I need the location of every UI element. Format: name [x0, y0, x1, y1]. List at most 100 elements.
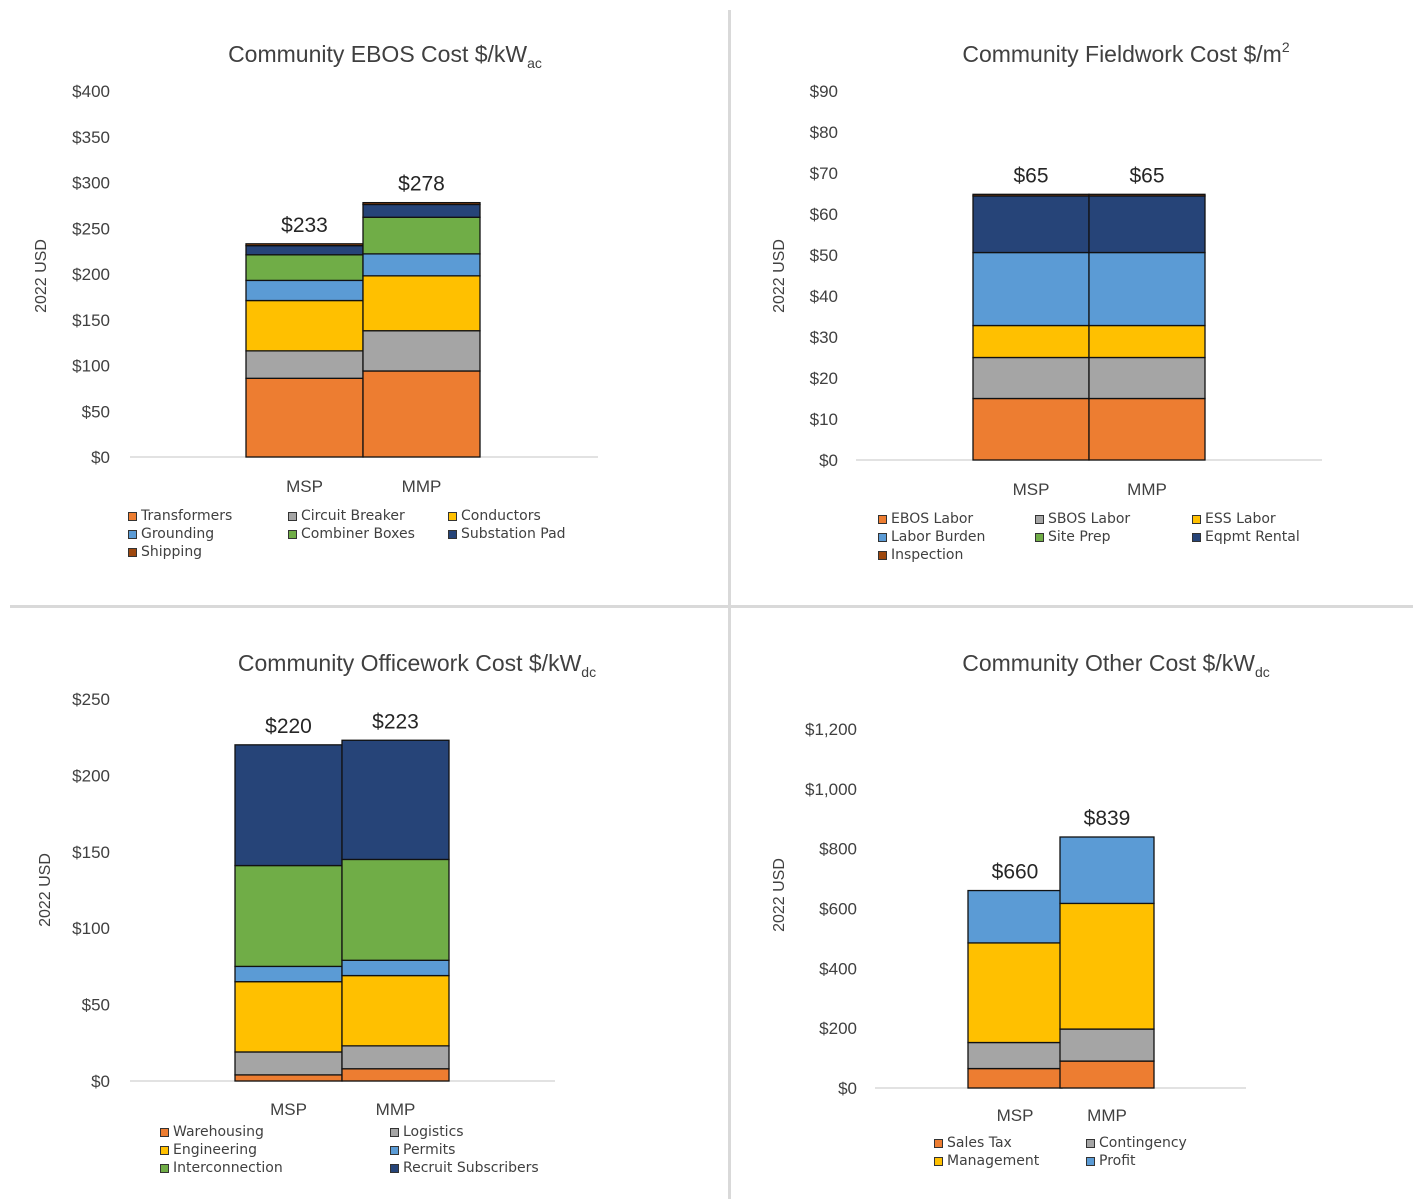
y-tick-label: $150 — [72, 311, 110, 330]
chart-legend: Warehousing Logistics Engineering Permits In… — [160, 1124, 620, 1176]
legend-item: Warehousing — [160, 1124, 390, 1140]
bar-total-label: $233 — [281, 214, 328, 237]
legend-label: Shipping — [141, 544, 203, 560]
chart-legend: Transformers Circuit Breaker Conductors Gro… — [128, 508, 608, 560]
legend-swatch — [878, 532, 887, 542]
y-tick-label: $250 — [72, 219, 110, 238]
legend-label: Site Prep — [1048, 529, 1111, 545]
legend-label: Inspection — [891, 547, 964, 563]
y-tick-label: $200 — [72, 265, 110, 284]
x-category-label: MMP — [376, 1100, 416, 1119]
legend-item: Management — [934, 1153, 1086, 1169]
y-tick-label: $350 — [72, 128, 110, 147]
legend-label: Profit — [1099, 1153, 1136, 1169]
y-tick-label: $150 — [72, 843, 110, 862]
legend-swatch — [128, 511, 137, 521]
legend-item: Circuit Breaker — [288, 508, 448, 524]
y-tick-label: $100 — [72, 919, 110, 938]
bar-segment-profit — [1059, 836, 1155, 905]
legend-label: SBOS Labor — [1048, 511, 1131, 527]
bar-segment-engineering — [341, 974, 450, 1047]
bar-segment-ebos-labor — [1088, 397, 1206, 461]
legend-swatch — [160, 1127, 169, 1137]
legend-label: Conductors — [461, 508, 541, 524]
bar-segment-eqpmt-rental — [1088, 195, 1206, 254]
y-tick-label: $800 — [819, 840, 857, 859]
y-tick-label: $300 — [72, 174, 110, 193]
bar-segment-sales-tax — [967, 1067, 1063, 1089]
y-tick-label: $30 — [810, 328, 838, 347]
bar-segment-warehousing — [341, 1068, 450, 1082]
legend-swatch — [934, 1156, 943, 1166]
legend-item: Interconnection — [160, 1160, 390, 1176]
bar-segment-eqpmt-rental — [972, 195, 1090, 254]
vertical-divider — [728, 10, 731, 1199]
legend-label: Labor Burden — [891, 529, 986, 545]
legend-item: Grounding — [128, 526, 288, 542]
bar-segment-shipping — [362, 201, 481, 206]
y-tick-label: $0 — [91, 1072, 110, 1091]
bar-segment-contingency — [1059, 1028, 1155, 1062]
bar-segment-inspection — [972, 193, 1090, 197]
bar-segment-contingency — [967, 1041, 1063, 1070]
legend-label: EBOS Labor — [891, 511, 974, 527]
x-category-label: MSP — [997, 1106, 1034, 1125]
y-tick-label: $80 — [810, 123, 838, 142]
legend-swatch — [390, 1163, 399, 1173]
legend-item: Logistics — [390, 1124, 620, 1140]
y-tick-label: $1,000 — [805, 780, 857, 799]
bar-segment-combiner-boxes — [362, 216, 481, 255]
bar-segment-recruit-subscribers — [234, 744, 343, 867]
bar-segment-sbos-labor — [1088, 356, 1206, 400]
y-tick-label: $0 — [838, 1079, 857, 1098]
bar-total-label: $65 — [1129, 164, 1164, 187]
bar-segment-recruit-subscribers — [341, 739, 450, 861]
legend-item: Recruit Subscribers — [390, 1160, 620, 1176]
bar-segment-labor-burden — [1088, 251, 1206, 327]
legend-label: Circuit Breaker — [301, 508, 405, 524]
legend-swatch — [1086, 1156, 1095, 1166]
bar-segment-transformers — [362, 370, 481, 458]
legend-label: Sales Tax — [947, 1135, 1012, 1151]
x-category-label: MMP — [1127, 480, 1167, 499]
y-tick-label: $100 — [72, 357, 110, 376]
legend-swatch — [160, 1163, 169, 1173]
y-axis-label: 2022 USD — [771, 858, 788, 932]
legend-swatch — [878, 514, 887, 524]
chart-title: Community Other Cost $/kWdc — [962, 650, 1269, 680]
bar-segment-sales-tax — [1059, 1060, 1155, 1089]
chart-title: Community Officework Cost $/kWdc — [238, 650, 596, 680]
legend-swatch — [160, 1145, 169, 1155]
legend-swatch — [878, 550, 887, 560]
legend-swatch — [1035, 514, 1044, 524]
bar-segment-conductors — [362, 275, 481, 332]
legend-item: Inspection — [878, 547, 1035, 563]
legend-swatch — [448, 511, 457, 521]
bar-segment-substation-pad — [245, 244, 364, 256]
chart-title: Community EBOS Cost $/kWac — [228, 41, 542, 71]
y-tick-label: $400 — [72, 82, 110, 101]
y-axis-label: 2022 USD — [33, 239, 50, 313]
bar-segment-engineering — [234, 981, 343, 1053]
bar-segment-grounding — [245, 279, 364, 302]
bar-segment-labor-burden — [972, 251, 1090, 327]
legend-item: Permits — [390, 1142, 620, 1158]
bar-segment-ess-labor — [972, 324, 1090, 359]
chart-legend: Sales Tax Contingency Management Profit — [934, 1135, 1238, 1169]
bar-segment-circuit-breaker — [362, 330, 481, 372]
legend-label: Recruit Subscribers — [403, 1160, 539, 1176]
y-tick-label: $400 — [819, 959, 857, 978]
legend-label: Permits — [403, 1142, 456, 1158]
legend-label: Transformers — [141, 508, 233, 524]
legend-item: Substation Pad — [448, 526, 608, 542]
bar-segment-inspection — [1088, 193, 1206, 197]
bar-segment-grounding — [362, 253, 481, 277]
bar-segment-ess-labor — [1088, 324, 1206, 359]
x-category-label: MSP — [286, 477, 323, 496]
legend-item: Labor Burden — [878, 529, 1035, 545]
bar-segment-management — [967, 942, 1063, 1044]
y-tick-label: $600 — [819, 900, 857, 919]
x-category-label: MSP — [270, 1100, 307, 1119]
bar-segment-permits — [234, 965, 343, 983]
